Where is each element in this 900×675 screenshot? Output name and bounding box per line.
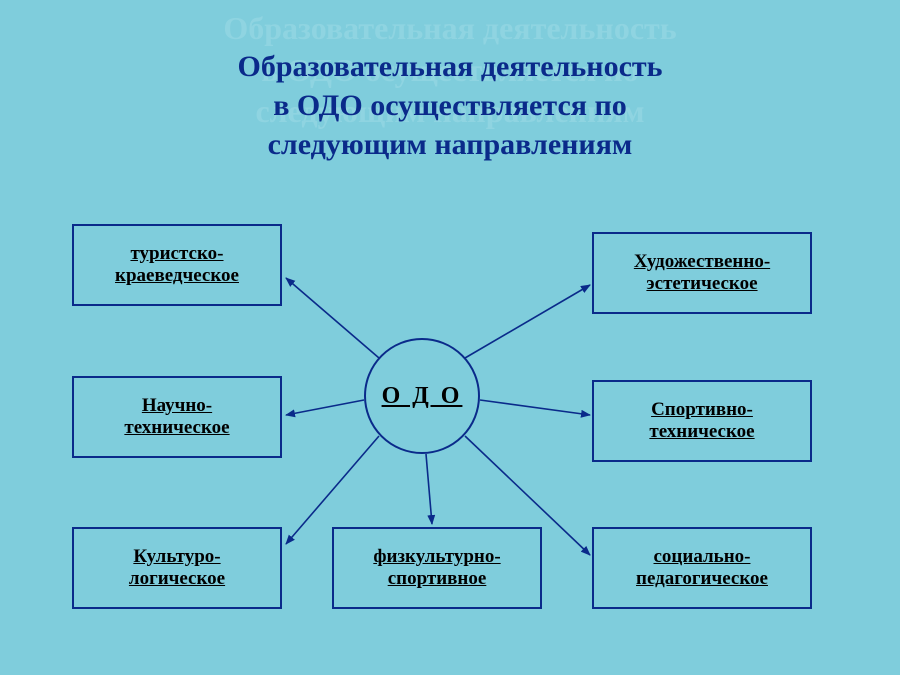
node-art: Художественно- эстетическое [592,232,812,314]
node-label: Художественно- эстетическое [634,251,770,295]
node-culture: Культуро- логическое [72,527,282,609]
node-label: социально- педагогическое [636,546,768,590]
arrow [465,285,590,358]
title-main: Образовательная деятельность в ОДО осуще… [0,47,900,164]
node-sporttech: Спортивно- техническое [592,380,812,462]
node-label: физкультурно- спортивное [373,546,500,590]
node-social: социально- педагогическое [592,527,812,609]
node-phys: физкультурно- спортивное [332,527,542,609]
node-label: Культуро- логическое [129,546,225,590]
node-label: Спортивно- техническое [649,399,754,443]
node-science: Научно- техническое [72,376,282,458]
arrow [426,454,432,524]
slide-root: Образовательная деятельность в ОДО осуще… [0,0,900,675]
arrow [286,400,364,415]
arrow [480,400,590,415]
center-node-label: О Д О [382,383,463,410]
center-node: О Д О [364,338,480,454]
node-tourism: туристско- краеведческое [72,224,282,306]
arrow [286,278,379,358]
node-label: туристско- краеведческое [115,243,239,287]
node-label: Научно- техническое [124,395,229,439]
